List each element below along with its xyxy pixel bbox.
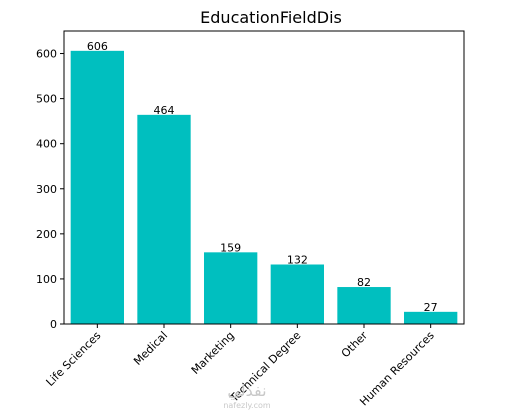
- y-tick-label: 600: [36, 48, 57, 61]
- data-label: 27: [424, 301, 438, 314]
- y-tick-label: 300: [36, 183, 57, 196]
- bar: [204, 252, 258, 324]
- watermark-url: nafezly.com: [223, 401, 271, 410]
- x-tick-label: Other: [339, 329, 371, 361]
- data-label: 606: [87, 40, 108, 53]
- x-tick-label: Life Sciences: [44, 329, 104, 389]
- data-label: 464: [154, 104, 175, 117]
- y-tick-label: 100: [36, 273, 57, 286]
- data-label: 132: [287, 253, 308, 266]
- watermark-logo: نفذلي: [227, 381, 266, 401]
- plot-frame: [63, 30, 465, 325]
- y-tick-label: 400: [36, 138, 57, 151]
- data-label: 159: [220, 241, 241, 254]
- y-tick-label: 500: [36, 93, 57, 106]
- bar: [270, 264, 324, 324]
- x-tick-label: Medical: [131, 329, 170, 368]
- y-tick-label: 0: [50, 318, 57, 331]
- bar: [404, 311, 458, 324]
- y-axis: 0 100 200 300 400 500 600: [36, 48, 64, 331]
- x-tick-label: Human Resources: [357, 329, 437, 409]
- chart-title: EducationFieldDis: [200, 8, 342, 27]
- bar: [70, 50, 124, 324]
- bars-group: [70, 50, 458, 324]
- bar: [337, 287, 391, 324]
- watermark: نفذلي nafezly.com: [223, 381, 271, 410]
- x-tick-label: Marketing: [189, 329, 237, 377]
- data-labels-group: 606 464 159 132 82 27: [87, 40, 438, 314]
- y-tick-label: 200: [36, 228, 57, 241]
- data-label: 82: [357, 276, 371, 289]
- bar: [137, 114, 191, 324]
